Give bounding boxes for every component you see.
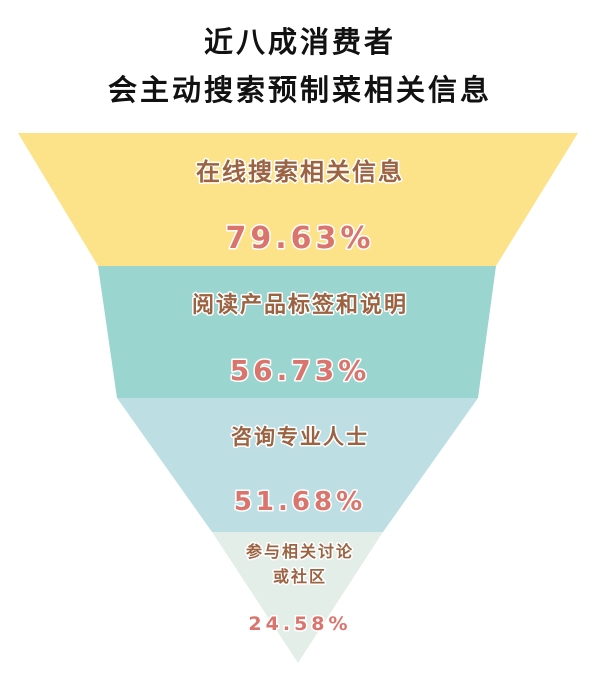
- funnel-stage-3: [117, 398, 478, 532]
- funnel-stage-4: [212, 532, 383, 663]
- stage-label: 参与相关讨论: [246, 542, 354, 561]
- stage-label: 咨询专业人士: [231, 425, 369, 449]
- stage-value-label: 56.73%: [230, 354, 371, 387]
- stage-value-label: 24.58%: [248, 613, 351, 635]
- funnel-stage-2: [98, 266, 496, 398]
- stage-label: 或社区: [273, 567, 327, 586]
- chart-title-line-2: 会主动搜索预制菜相关信息: [108, 73, 492, 107]
- stage-label: 阅读产品标签和说明: [192, 292, 408, 318]
- stage-value-label: 51.68%: [234, 487, 366, 517]
- funnel-stage-1: [18, 133, 578, 266]
- chart-title-line-1: 近八成消费者: [204, 25, 396, 59]
- stage-value-label: 79.63%: [226, 221, 375, 256]
- stage-label: 在线搜索相关信息: [196, 158, 404, 186]
